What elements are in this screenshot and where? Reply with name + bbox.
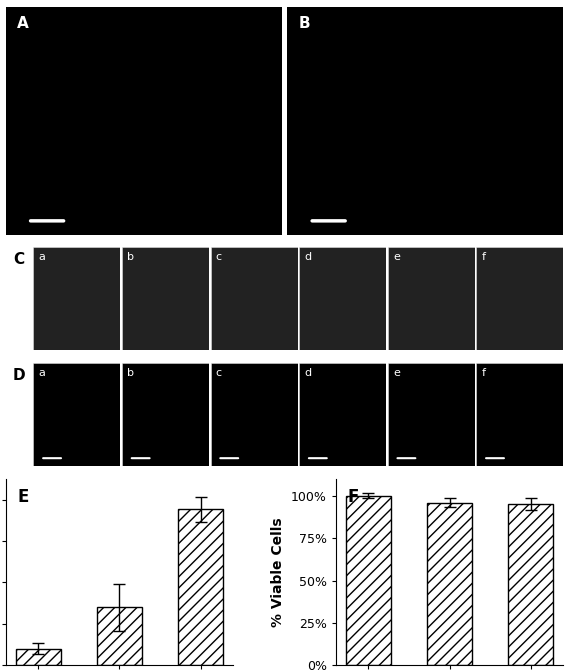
- Text: F: F: [347, 489, 358, 506]
- Text: e: e: [393, 252, 400, 262]
- Text: c: c: [216, 368, 222, 378]
- Text: a: a: [39, 368, 46, 378]
- Text: C: C: [13, 252, 24, 267]
- Text: d: d: [304, 368, 311, 378]
- Text: D: D: [13, 368, 25, 383]
- Text: E: E: [17, 489, 28, 506]
- Text: f: f: [481, 368, 485, 378]
- Bar: [97, 607, 142, 665]
- Text: f: f: [481, 252, 485, 262]
- Bar: [346, 496, 391, 665]
- Bar: [178, 509, 223, 665]
- Bar: [427, 503, 472, 665]
- Text: c: c: [216, 252, 222, 262]
- Text: B: B: [298, 16, 310, 31]
- Text: b: b: [127, 368, 134, 378]
- Y-axis label: % Viable Cells: % Viable Cells: [271, 517, 285, 627]
- Bar: [508, 504, 553, 665]
- Text: d: d: [304, 252, 311, 262]
- Text: e: e: [393, 368, 400, 378]
- Bar: [16, 648, 61, 665]
- Text: b: b: [127, 252, 134, 262]
- Text: a: a: [39, 252, 46, 262]
- Text: A: A: [17, 16, 28, 31]
